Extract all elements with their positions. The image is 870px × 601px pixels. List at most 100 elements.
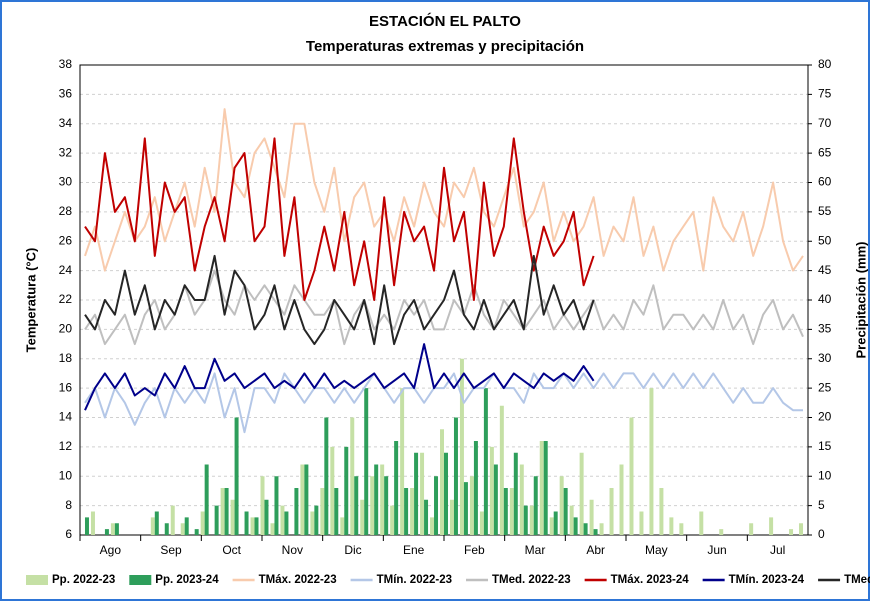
precip-bar [463, 482, 468, 535]
y2-tick-label: 70 [818, 116, 832, 130]
legend-swatch [129, 575, 152, 585]
y-tick-label: 10 [59, 468, 73, 482]
precip-bar [459, 358, 464, 535]
precip-bar [364, 388, 369, 535]
y-tick-label: 6 [65, 527, 72, 541]
precip-bar [394, 441, 399, 535]
precip-bar [719, 529, 724, 535]
legend-label: TMín. 2023-24 [729, 574, 805, 586]
precip-bar [414, 452, 419, 535]
precip-bar [430, 517, 435, 535]
precip-bar [184, 517, 189, 535]
y2-tick-label: 80 [818, 57, 832, 71]
precip-bar [579, 452, 584, 535]
precip-bar [280, 505, 285, 535]
y-tick-label: 24 [59, 263, 73, 277]
precip-bar [669, 517, 674, 535]
precip-bar [284, 511, 289, 535]
precip-bar [294, 488, 299, 535]
precip-bar [104, 529, 109, 535]
precip-bar [444, 452, 448, 535]
precip-bar [503, 488, 508, 535]
precip-bar [310, 511, 315, 535]
y2-tick-label: 20 [818, 410, 832, 424]
precip-bar [509, 488, 514, 535]
y2-tick-label: 35 [818, 322, 832, 336]
precip-bar [679, 523, 684, 535]
y-tick-label: 38 [59, 57, 73, 71]
precip-bar [440, 429, 444, 535]
precip-bar [609, 488, 614, 535]
precip-bar [84, 517, 89, 535]
precip-bar [230, 499, 235, 535]
precip-bar [563, 488, 568, 535]
temperature-line [84, 372, 803, 434]
y-tick-label: 16 [59, 380, 73, 394]
legend-label: TMáx. 2023-24 [611, 574, 690, 586]
precip-bar [164, 523, 169, 535]
precip-bar [523, 505, 528, 535]
precip-bar [170, 505, 175, 535]
precip-bar [573, 517, 578, 535]
precip-bar [320, 488, 325, 535]
y-tick-label: 28 [59, 204, 73, 218]
precip-bar [384, 476, 389, 535]
precip-bar [513, 452, 518, 535]
precip-bar [659, 488, 664, 535]
precip-bar [569, 505, 574, 535]
x-tick-label: Sep [160, 543, 182, 557]
legend-swatch [26, 575, 48, 585]
y-axis-label: Temperatura (°C) [23, 248, 38, 353]
precip-bar [180, 523, 185, 535]
precip-bar [110, 523, 115, 535]
precip-bar [529, 505, 534, 535]
x-tick-label: Ene [403, 543, 425, 557]
precip-bar [593, 529, 598, 535]
y2-tick-label: 50 [818, 233, 832, 247]
legend-label: TMed. 2022-23 [492, 574, 571, 586]
precip-bar [150, 517, 155, 535]
precip-bar [224, 488, 229, 535]
precip-bar [154, 511, 159, 535]
y2-tick-label: 5 [818, 498, 825, 512]
y-tick-label: 36 [59, 87, 73, 101]
precip-bar [350, 417, 355, 535]
y2-tick-label: 30 [818, 351, 832, 365]
temperature-line [84, 254, 595, 346]
precip-bar [434, 476, 439, 535]
y2-tick-label: 0 [818, 527, 825, 541]
x-tick-label: Feb [464, 543, 485, 557]
y2-tick-label: 55 [818, 204, 832, 218]
precip-bar [340, 517, 345, 535]
precip-bar [553, 511, 558, 535]
y2-tick-label: 25 [818, 380, 832, 394]
y-tick-label: 22 [59, 292, 73, 306]
y2-tick-label: 65 [818, 145, 832, 159]
precip-bar [533, 476, 538, 535]
precip-bar [499, 405, 504, 535]
precip-bar [260, 476, 265, 535]
precip-bar [274, 476, 279, 535]
x-tick-label: Jun [707, 543, 726, 557]
precip-bar [789, 529, 794, 535]
precip-bar [479, 511, 484, 535]
precip-bar [194, 529, 199, 535]
precip-bar [234, 417, 239, 535]
legend-label: TMed. 2023-24 [844, 574, 870, 586]
precip-bar [400, 388, 405, 535]
precip-bar [380, 464, 385, 535]
temperature-line [84, 108, 804, 272]
precip-bar [539, 441, 544, 535]
precip-bar [404, 488, 409, 535]
precip-bar [489, 446, 494, 535]
precip-bar [699, 511, 704, 535]
precip-bar [453, 417, 458, 535]
y-tick-label: 32 [59, 145, 73, 159]
precip-bar [420, 452, 425, 535]
precip-bar [370, 476, 375, 535]
precip-bar [244, 511, 249, 535]
x-tick-label: Jul [770, 543, 785, 557]
precip-bar [619, 464, 624, 535]
x-tick-label: May [645, 543, 668, 557]
precip-bar [204, 464, 209, 535]
